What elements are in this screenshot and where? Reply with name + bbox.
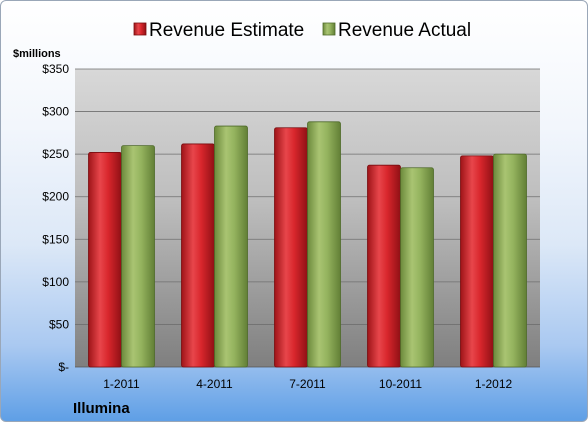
legend-label-estimate: Revenue Estimate xyxy=(149,20,304,41)
legend-swatch-actual xyxy=(322,22,336,36)
bar-revenue-estimate xyxy=(367,164,401,368)
x-tick-label: 7-2011 xyxy=(289,377,326,391)
bar-revenue-estimate xyxy=(88,152,122,368)
company-name: Illumina xyxy=(73,400,130,417)
bar-revenue-estimate xyxy=(274,127,308,368)
y-tick-label: $300 xyxy=(42,105,69,119)
x-tick-label: 4-2011 xyxy=(196,377,233,391)
legend-label-actual: Revenue Actual xyxy=(338,20,471,41)
bar-revenue-actual xyxy=(214,125,248,368)
bar-revenue-actual xyxy=(493,153,527,368)
y-tick-label: $200 xyxy=(42,190,69,204)
x-axis-ticks: 1-2011 4-2011 7-2011 10-2011 1-2012 xyxy=(103,377,512,391)
y-tick-label: $150 xyxy=(42,232,69,246)
legend-swatch-estimate xyxy=(133,22,147,36)
y-tick-label: $- xyxy=(58,360,69,374)
bar-revenue-estimate xyxy=(181,143,215,368)
bar-revenue-actual xyxy=(121,145,155,368)
x-tick-label: 1-2012 xyxy=(475,377,513,391)
x-tick-label: 10-2011 xyxy=(379,377,422,391)
y-tick-label: $350 xyxy=(42,62,69,76)
bar-revenue-actual xyxy=(400,167,434,368)
y-axis-unit-label: $millions xyxy=(13,48,61,60)
y-axis-ticks: $- $50 $100 $150 $200 $250 $300 $350 xyxy=(42,62,69,374)
y-tick-label: $50 xyxy=(49,317,69,331)
x-tick-label: 1-2011 xyxy=(103,377,140,391)
bars xyxy=(88,121,527,368)
bar-revenue-actual xyxy=(307,121,341,368)
y-tick-label: $100 xyxy=(42,275,69,289)
bar-revenue-estimate xyxy=(460,155,494,368)
y-tick-label: $250 xyxy=(42,147,69,161)
